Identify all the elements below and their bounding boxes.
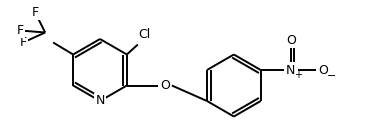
Text: N: N <box>286 63 295 76</box>
Text: −: − <box>327 71 337 81</box>
Text: O: O <box>286 34 296 47</box>
Text: O: O <box>160 79 170 92</box>
Text: +: + <box>294 70 302 80</box>
Text: N: N <box>95 95 105 108</box>
Text: F: F <box>20 36 27 49</box>
Text: F: F <box>16 24 24 37</box>
Text: O: O <box>318 63 328 76</box>
Text: F: F <box>32 6 39 19</box>
Text: Cl: Cl <box>139 28 151 41</box>
